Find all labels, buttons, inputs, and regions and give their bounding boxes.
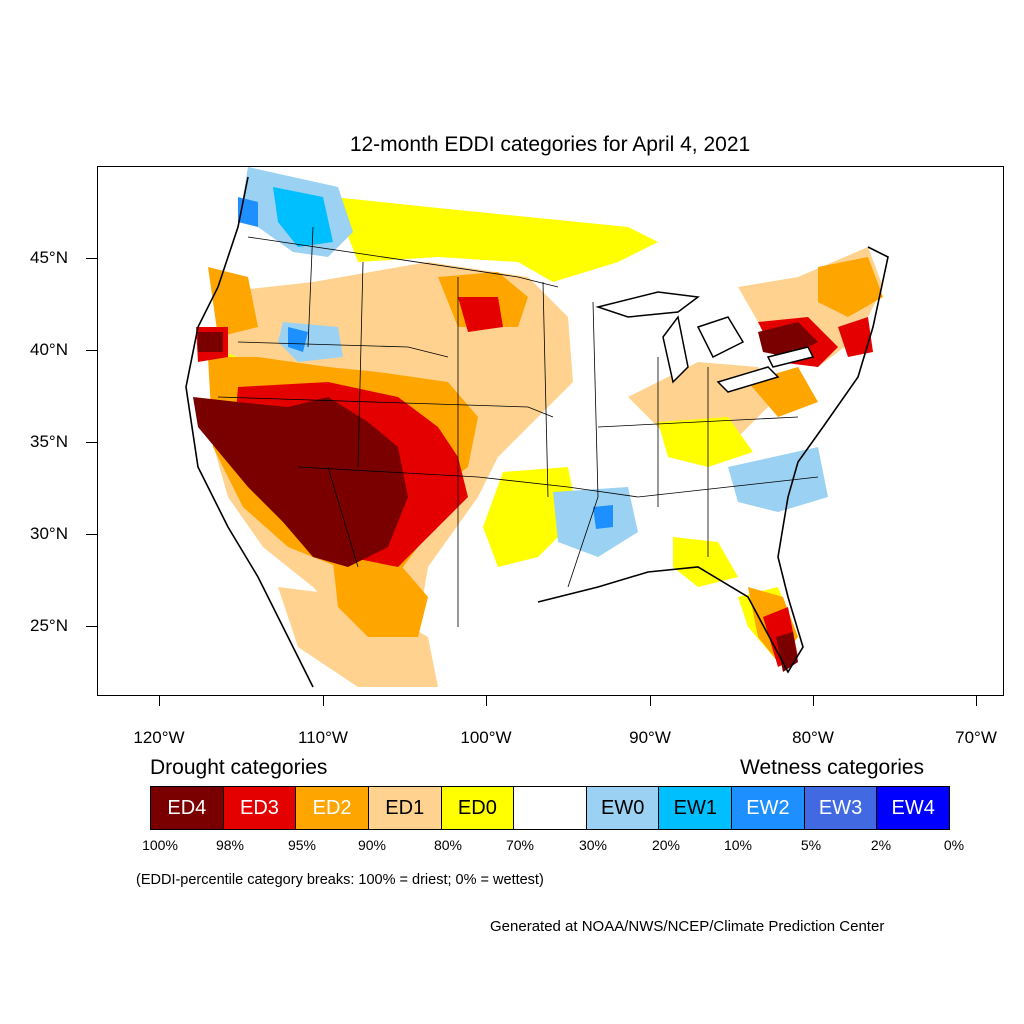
lon-label-80: 80°W [792,728,834,747]
ew-regions [238,167,828,557]
lat-tick [86,534,97,535]
lon-label-70: 70°W [955,728,997,747]
lat-tick [86,626,97,627]
legend-cell-ew3: EW3 [804,787,878,829]
lon-tick [650,696,651,706]
pct-label: 2% [870,837,892,853]
pct-label: 0% [943,837,965,853]
lon-tick [486,696,487,706]
lat-label-45: 45°N [30,248,68,267]
lat-label-25: 25°N [30,616,68,635]
pct-label: 20% [651,837,681,853]
legend-cell-ew0: EW0 [586,787,660,829]
coastline [185,176,889,688]
legend-cell-ed1: ED1 [368,787,442,829]
lat-tick [86,258,97,259]
credit-line: Generated at NOAA/NWS/NCEP/Climate Predi… [490,918,885,935]
pct-label: 80% [433,837,463,853]
drought-heading: Drought categories [150,756,328,779]
legend-cell-normal [514,787,587,829]
lon-label-90: 90°W [629,728,671,747]
lon-label-100: 100°W [460,728,512,747]
lat-label-35: 35°N [30,432,68,451]
eddi-map-canvas [185,167,889,688]
legend-cell-ew1: EW1 [659,787,733,829]
legend-cell-ew2: EW2 [732,787,805,829]
lon-tick [813,696,814,706]
pct-label: 30% [578,837,608,853]
legend-cell-ew4: EW4 [877,787,950,829]
lon-label-120: 120°W [133,728,185,747]
lat-label-40: 40°N [30,340,68,359]
legend-cell-ed4: ED4 [151,787,224,829]
legend-cell-ed0: ED0 [441,787,515,829]
pct-label: 90% [357,837,387,853]
pct-label: 10% [723,837,753,853]
pct-label: 5% [800,837,822,853]
category-legend: ED4 ED3 ED2 ED1 ED0 EW0 EW1 EW2 EW3 EW4 [150,786,950,830]
wetness-heading: Wetness categories [740,756,925,779]
legend-cell-ed2: ED2 [296,787,369,829]
percentile-note: (EDDI-percentile category breaks: 100% =… [136,872,544,888]
pct-label: 98% [215,837,245,853]
pct-label: 95% [287,837,317,853]
eddi-map [97,166,1004,696]
lat-label-30: 30°N [30,524,68,543]
lon-tick [976,696,977,706]
lon-tick [323,696,324,706]
state-boundaries [217,226,819,627]
great-lakes [595,291,815,393]
pct-label: 100% [142,837,178,853]
legend-cell-ed3: ED3 [223,787,297,829]
pct-label: 70% [505,837,535,853]
lon-label-110: 110°W [298,728,348,747]
lat-tick [86,350,97,351]
lon-tick [159,696,160,706]
map-title: 12-month EDDI categories for April 4, 20… [349,133,751,156]
lat-tick [86,442,97,443]
